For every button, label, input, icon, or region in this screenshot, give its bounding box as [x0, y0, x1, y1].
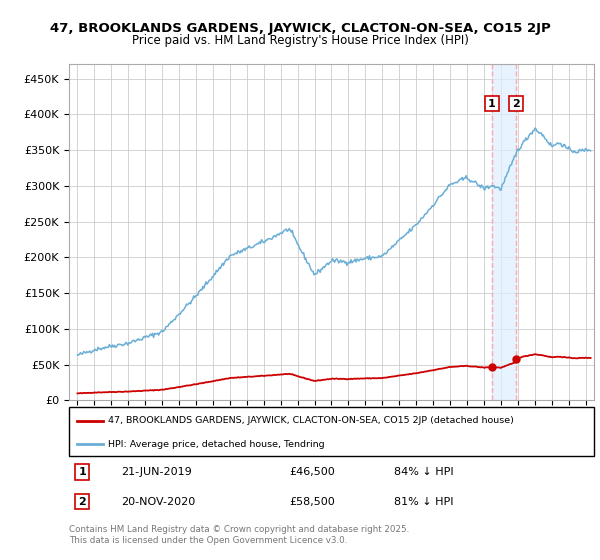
- Bar: [492, 64, 516, 400]
- Text: 1: 1: [78, 467, 86, 477]
- Text: Contains HM Land Registry data © Crown copyright and database right 2025.
This d: Contains HM Land Registry data © Crown c…: [69, 525, 409, 545]
- Text: 21-JUN-2019: 21-JUN-2019: [121, 467, 192, 477]
- Text: 47, BROOKLANDS GARDENS, JAYWICK, CLACTON-ON-SEA, CO15 2JP: 47, BROOKLANDS GARDENS, JAYWICK, CLACTON…: [50, 22, 550, 35]
- FancyBboxPatch shape: [69, 407, 594, 456]
- Text: 81% ↓ HPI: 81% ↓ HPI: [395, 497, 454, 507]
- Text: Price paid vs. HM Land Registry's House Price Index (HPI): Price paid vs. HM Land Registry's House …: [131, 34, 469, 46]
- Text: 2: 2: [512, 99, 520, 109]
- Text: 20-NOV-2020: 20-NOV-2020: [121, 497, 196, 507]
- Text: 84% ↓ HPI: 84% ↓ HPI: [395, 467, 454, 477]
- Text: 2: 2: [78, 497, 86, 507]
- Text: 1: 1: [488, 99, 496, 109]
- Text: £58,500: £58,500: [290, 497, 335, 507]
- Text: £46,500: £46,500: [290, 467, 335, 477]
- Text: 47, BROOKLANDS GARDENS, JAYWICK, CLACTON-ON-SEA, CO15 2JP (detached house): 47, BROOKLANDS GARDENS, JAYWICK, CLACTON…: [109, 417, 514, 426]
- Text: HPI: Average price, detached house, Tendring: HPI: Average price, detached house, Tend…: [109, 440, 325, 449]
